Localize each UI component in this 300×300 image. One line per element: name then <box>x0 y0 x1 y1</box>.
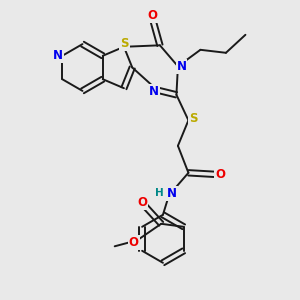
Text: O: O <box>215 168 225 181</box>
Text: H: H <box>155 188 164 198</box>
Text: S: S <box>189 112 197 125</box>
Text: N: N <box>176 60 187 73</box>
Text: O: O <box>147 9 158 22</box>
Text: O: O <box>137 196 147 209</box>
Text: O: O <box>129 236 139 249</box>
Text: N: N <box>167 187 177 200</box>
Text: N: N <box>149 85 159 98</box>
Text: N: N <box>53 49 63 62</box>
Text: S: S <box>120 37 129 50</box>
